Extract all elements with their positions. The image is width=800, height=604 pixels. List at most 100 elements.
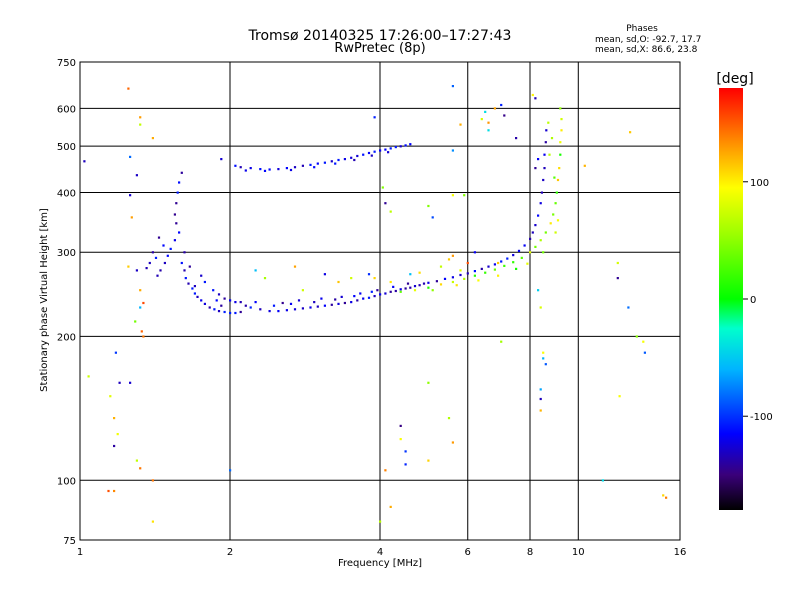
echo-point — [367, 296, 371, 299]
y-tick-label: 200 — [57, 332, 76, 343]
echo-point — [129, 381, 132, 384]
echo-point — [212, 289, 215, 292]
echo-point — [293, 265, 297, 268]
echo-point — [484, 271, 487, 274]
echo-point — [373, 150, 376, 153]
echo-point — [534, 97, 537, 100]
echo-point — [583, 164, 586, 167]
echo-point — [316, 162, 319, 165]
echo-point — [129, 194, 132, 197]
echo-point — [142, 335, 145, 338]
echo-point — [662, 494, 665, 497]
echo-point — [175, 202, 178, 205]
echo-point — [487, 265, 490, 268]
echo-point — [116, 433, 119, 436]
echo-point — [389, 505, 392, 508]
echo-point — [409, 286, 412, 289]
echo-point — [399, 424, 402, 427]
echo-point — [188, 265, 191, 268]
echo-point — [140, 330, 143, 333]
echo-point — [616, 261, 619, 265]
echo-point — [135, 459, 138, 462]
echo-point — [234, 301, 237, 304]
echo-point — [427, 281, 430, 284]
echo-point — [553, 176, 556, 179]
echo-point — [196, 295, 199, 298]
echo-point — [178, 181, 181, 184]
echo-point — [635, 335, 638, 338]
echo-point — [381, 186, 384, 189]
echo-point — [422, 282, 426, 285]
echo-point — [418, 271, 421, 274]
echo-point — [259, 168, 262, 171]
echo-point — [404, 287, 407, 290]
echo-point — [459, 269, 462, 272]
echo-point — [175, 222, 178, 225]
echo-point — [451, 276, 454, 279]
echo-point — [223, 297, 226, 300]
echo-point — [500, 340, 503, 343]
echo-point — [337, 280, 340, 284]
echo-point — [547, 121, 550, 124]
echo-point — [447, 417, 451, 420]
echo-point — [497, 274, 500, 277]
echo-point — [301, 307, 304, 310]
echo-point — [350, 301, 353, 304]
echo-point — [313, 166, 316, 169]
echo-point — [139, 306, 142, 309]
echo-point — [404, 144, 407, 147]
echo-point — [244, 169, 247, 172]
echo-point — [560, 129, 563, 132]
echo-point — [506, 257, 509, 260]
echo-point — [220, 158, 223, 161]
echo-point — [451, 194, 454, 197]
echo-point — [643, 351, 646, 354]
echo-point — [127, 265, 130, 268]
echo-point — [330, 160, 333, 163]
echo-point — [466, 272, 469, 275]
echo-point — [379, 293, 382, 296]
echo-point — [534, 245, 537, 248]
echo-point — [523, 244, 526, 247]
echo-point — [473, 270, 476, 273]
echo-point — [404, 450, 407, 453]
y-tick-label: 400 — [57, 188, 76, 199]
echo-point — [337, 158, 340, 162]
x-tick-label: 8 — [527, 547, 533, 558]
echo-point — [134, 320, 137, 323]
colorbar-ticks: 100 0 -100 — [743, 178, 773, 423]
echo-point — [334, 162, 337, 165]
echo-point — [531, 231, 534, 234]
echo-point — [427, 459, 430, 462]
echo-point — [540, 191, 543, 194]
echo-point — [183, 251, 186, 254]
echo-point — [439, 283, 443, 286]
echo-point — [616, 277, 619, 280]
x-tick-label: 2 — [227, 547, 233, 558]
x-axis-label: Frequency [MHz] — [338, 558, 422, 569]
echo-point — [263, 169, 267, 172]
echo-point — [543, 167, 546, 170]
stats-line-o: mean, sd,O: -92.7, 17.7 — [595, 35, 701, 45]
echo-point — [427, 204, 430, 208]
echo-point — [268, 310, 271, 313]
echo-point — [473, 251, 476, 254]
echo-point — [263, 277, 267, 280]
echo-point — [145, 267, 148, 270]
x-tick-label: 10 — [572, 547, 585, 558]
echo-point — [406, 282, 410, 285]
echo-point — [239, 301, 242, 304]
echo-point — [183, 269, 186, 272]
echo-point — [459, 123, 462, 126]
echo-point — [301, 289, 304, 292]
echo-point — [109, 395, 112, 398]
echo-point — [83, 160, 86, 163]
echo-point — [239, 166, 242, 169]
echo-point — [394, 289, 397, 293]
echo-point — [139, 123, 142, 126]
echo-point — [135, 174, 138, 177]
echo-point — [313, 301, 316, 304]
x-tick-label: 4 — [377, 547, 383, 558]
echo-point — [139, 289, 142, 292]
